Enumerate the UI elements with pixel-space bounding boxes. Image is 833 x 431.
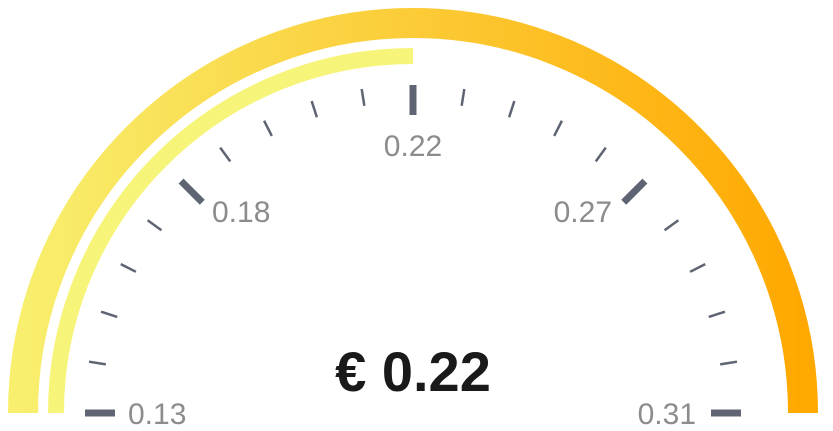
minor-tick [88,360,107,366]
gauge-value-arc [48,48,414,414]
tick-label-4: 0.27 [554,196,612,229]
tick-label-max: 0.31 [638,398,696,431]
tick-label-mid: 0.22 [384,130,442,163]
major-tick [621,178,648,205]
minor-tick [219,146,232,163]
gauge-outer-arc [8,8,818,414]
tick-label-min: 0.13 [128,398,186,431]
minor-tick [310,100,319,118]
minor-tick [100,310,118,319]
minor-tick [146,219,163,232]
gauge-ticks [85,85,741,417]
tick-label-2: 0.18 [212,196,270,229]
minor-tick [120,262,137,273]
minor-tick [460,88,466,107]
minor-tick [360,88,366,107]
minor-tick [507,100,516,118]
minor-tick [708,310,726,319]
gauge-tick-labels: 0.13 0.18 0.22 0.27 0.31 [128,130,696,431]
minor-tick [663,219,680,232]
minor-tick [719,360,738,366]
minor-tick [594,146,607,163]
major-tick [178,178,205,205]
minor-tick [262,120,273,137]
minor-tick [553,120,564,137]
minor-tick [689,262,706,273]
gauge-value-readout: € 0.22 [335,340,491,403]
